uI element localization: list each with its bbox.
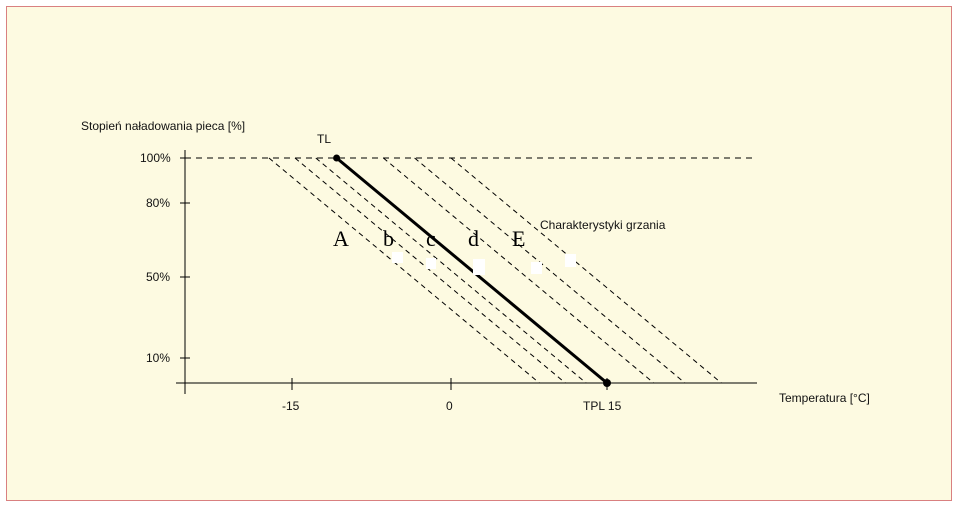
y-tick-label-50: 50%: [146, 270, 170, 284]
dashed-characteristic-line: [414, 157, 686, 384]
heating-characteristics-label: Charakterystyki grzania: [540, 218, 666, 232]
y-tick-label-80: 80%: [146, 196, 170, 210]
y-axis-title: Stopień naładowania pieca [%]: [81, 119, 245, 133]
tl-point: [333, 154, 341, 162]
main-characteristic-line: [335, 156, 608, 385]
x-tick-label-m15: -15: [282, 399, 300, 413]
label-patch: [565, 254, 576, 267]
y-tick-label-10: 10%: [146, 351, 170, 365]
dashed-characteristic-line: [450, 157, 722, 384]
label-patch: [426, 258, 436, 269]
x-tick-label-0: 0: [446, 399, 453, 413]
curve-label-a: A: [333, 226, 349, 251]
x-tick-label-15: TPL 15: [583, 399, 622, 413]
dashed-characteristics: [268, 157, 722, 384]
tpl-point: [603, 379, 611, 387]
label-patch: [531, 262, 542, 274]
label-patch: [473, 259, 485, 275]
curve-label-c: c: [426, 226, 436, 251]
y-tick-label-100: 100%: [140, 151, 171, 165]
x-axis-title: Temperatura [°C]: [779, 391, 870, 405]
curve-label-b: b: [383, 226, 394, 251]
dashed-characteristic-line: [294, 157, 566, 384]
diagram-frame: [6, 6, 952, 501]
tl-label: TL: [317, 132, 331, 146]
curve-label-e: E: [512, 226, 525, 251]
label-patch: [392, 252, 403, 263]
dashed-characteristic-line: [383, 157, 655, 384]
dashed-characteristic-line: [268, 157, 540, 384]
dashed-characteristic-line: [315, 157, 587, 384]
curve-label-d: d: [468, 226, 479, 251]
